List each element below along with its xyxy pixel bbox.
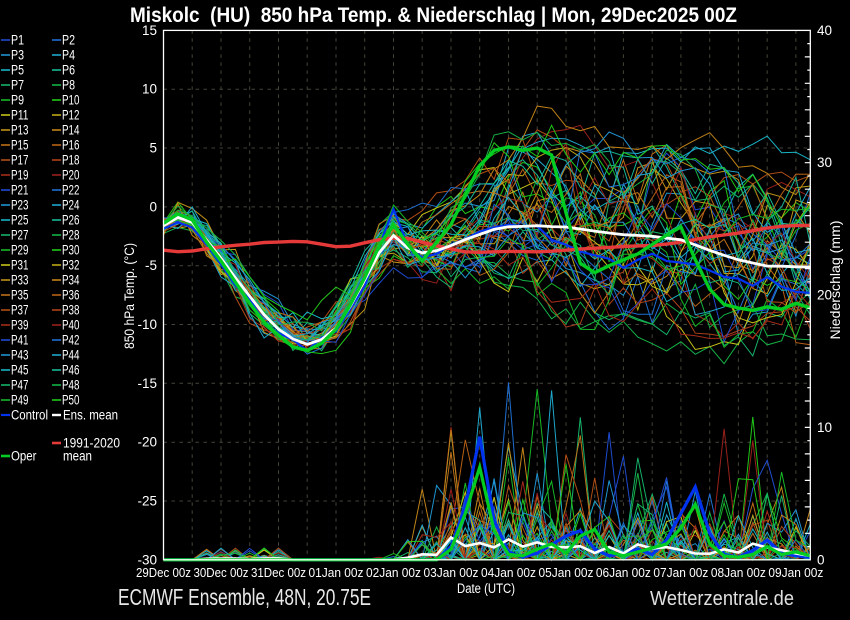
svg-text:30: 30: [817, 155, 832, 170]
svg-text:P21: P21: [11, 183, 29, 198]
svg-text:P46: P46: [62, 363, 80, 378]
svg-text:15: 15: [142, 23, 157, 38]
svg-text:P2: P2: [62, 33, 75, 48]
svg-text:P42: P42: [62, 333, 80, 348]
svg-text:P34: P34: [62, 273, 80, 288]
svg-text:P17: P17: [11, 153, 29, 168]
svg-text:P38: P38: [62, 303, 80, 318]
svg-text:10: 10: [817, 420, 832, 435]
svg-text:P39: P39: [11, 318, 29, 333]
svg-text:04Jan 00z: 04Jan 00z: [481, 565, 536, 580]
svg-text:P41: P41: [11, 333, 29, 348]
svg-text:P16: P16: [62, 138, 80, 153]
svg-text:P27: P27: [11, 228, 29, 243]
svg-text:08Jan 00z: 08Jan 00z: [711, 565, 766, 580]
svg-text:mean: mean: [63, 449, 92, 464]
svg-text:Oper: Oper: [11, 449, 37, 464]
svg-text:P1: P1: [11, 33, 24, 48]
svg-text:-20: -20: [137, 435, 157, 450]
svg-text:P50: P50: [62, 393, 80, 408]
svg-text:P10: P10: [62, 93, 80, 108]
svg-text:P9: P9: [11, 93, 24, 108]
svg-text:40: 40: [817, 23, 832, 38]
svg-text:P35: P35: [11, 288, 29, 303]
svg-text:850 hPa Temp. (°C): 850 hPa Temp. (°C): [122, 243, 137, 349]
svg-text:Ens. mean: Ens. mean: [63, 408, 118, 423]
svg-text:P28: P28: [62, 228, 80, 243]
svg-text:ECMWF Ensemble, 48N, 20.75E: ECMWF Ensemble, 48N, 20.75E: [118, 584, 371, 610]
svg-text:P14: P14: [62, 123, 80, 138]
svg-text:P44: P44: [62, 348, 80, 363]
svg-text:P4: P4: [62, 48, 75, 63]
svg-text:P11: P11: [11, 108, 29, 123]
svg-text:P12: P12: [62, 108, 80, 123]
svg-text:P26: P26: [62, 213, 80, 228]
svg-text:29Dec 00z: 29Dec 00z: [136, 565, 191, 580]
svg-text:5: 5: [149, 141, 157, 156]
svg-text:P37: P37: [11, 303, 29, 318]
svg-text:P5: P5: [11, 63, 24, 78]
svg-text:P6: P6: [62, 63, 75, 78]
svg-text:P47: P47: [11, 378, 29, 393]
svg-text:-5: -5: [145, 258, 157, 273]
svg-text:Niederschlag (mm): Niederschlag (mm): [828, 221, 843, 340]
svg-text:P8: P8: [62, 78, 75, 93]
svg-text:31Dec 00z: 31Dec 00z: [251, 565, 306, 580]
svg-text:-15: -15: [137, 376, 157, 391]
svg-text:P29: P29: [11, 243, 29, 258]
svg-text:-10: -10: [137, 317, 157, 332]
svg-text:01Jan 00z: 01Jan 00z: [309, 565, 364, 580]
svg-text:Miskolc (HU) 850 hPa Temp. &: Miskolc (HU) 850 hPa Temp. & Niederschla…: [130, 4, 737, 27]
svg-text:05Jan 00z: 05Jan 00z: [539, 565, 594, 580]
svg-text:10: 10: [142, 82, 157, 97]
svg-text:P45: P45: [11, 363, 29, 378]
svg-text:P22: P22: [62, 183, 80, 198]
svg-text:P33: P33: [11, 273, 29, 288]
svg-text:09Jan 00z: 09Jan 00z: [768, 565, 823, 580]
svg-text:0: 0: [149, 199, 157, 214]
svg-text:P40: P40: [62, 318, 80, 333]
svg-text:P23: P23: [11, 198, 29, 213]
svg-text:P32: P32: [62, 258, 80, 273]
svg-text:30Dec 00z: 30Dec 00z: [194, 565, 249, 580]
svg-text:P43: P43: [11, 348, 29, 363]
svg-text:P13: P13: [11, 123, 29, 138]
svg-text:Date (UTC): Date (UTC): [457, 581, 515, 596]
svg-text:P36: P36: [62, 288, 80, 303]
svg-text:Wetterzentrale.de: Wetterzentrale.de: [650, 588, 794, 610]
svg-text:07Jan 00z: 07Jan 00z: [653, 565, 708, 580]
svg-text:P19: P19: [11, 168, 29, 183]
svg-text:P31: P31: [11, 258, 29, 273]
svg-text:Control: Control: [11, 408, 48, 423]
svg-text:P18: P18: [62, 153, 80, 168]
svg-text:1991-2020: 1991-2020: [63, 436, 120, 451]
svg-text:0: 0: [817, 552, 825, 567]
svg-text:P30: P30: [62, 243, 80, 258]
svg-text:P7: P7: [11, 78, 24, 93]
svg-text:20: 20: [817, 288, 832, 303]
svg-text:03Jan 00z: 03Jan 00z: [424, 565, 479, 580]
svg-text:06Jan 00z: 06Jan 00z: [596, 565, 651, 580]
svg-text:02Jan 00z: 02Jan 00z: [366, 565, 421, 580]
svg-text:P24: P24: [62, 198, 80, 213]
svg-text:-30: -30: [137, 552, 157, 567]
svg-text:P25: P25: [11, 213, 29, 228]
svg-text:P15: P15: [11, 138, 29, 153]
svg-text:P49: P49: [11, 393, 29, 408]
svg-text:-25: -25: [137, 494, 157, 509]
svg-text:P3: P3: [11, 48, 24, 63]
svg-text:P48: P48: [62, 378, 80, 393]
svg-text:P20: P20: [62, 168, 80, 183]
